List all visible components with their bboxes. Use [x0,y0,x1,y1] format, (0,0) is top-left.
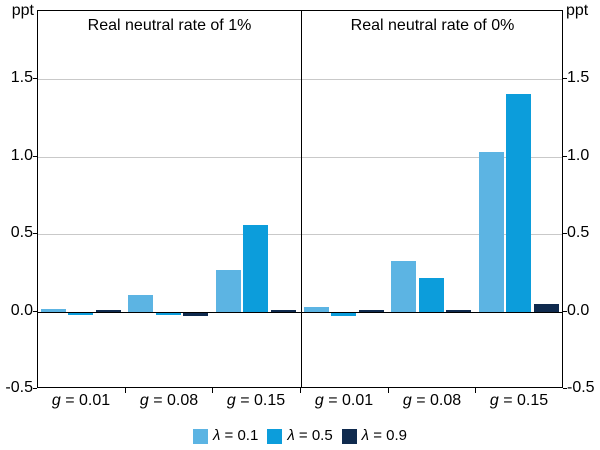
variable-symbol: g [139,392,149,409]
x-category-label: g = 0.01 [314,392,374,409]
plot-area: Real neutral rate of 1% Real neutral rate… [37,10,563,388]
x-category-label: g = 0.08 [402,392,462,409]
bar-g=0.08-λ=0.1 [391,261,416,312]
legend-label: λ = 0.9 [361,427,408,444]
panel-divider [301,11,302,387]
y-axis-unit-right: ppt [566,2,589,19]
bar-g=0.15-λ=0.9 [271,310,296,312]
legend-label: λ = 0.1 [212,427,259,444]
zero-axis-line [38,312,562,313]
y-tick-label-left: 0.5 [10,224,33,241]
bar-g=0.08-λ=0.1 [128,295,153,312]
y-tick-label-left: 1.0 [10,147,33,164]
x-category-label: g = 0.15 [489,392,549,409]
y-tick-label-left: 1.5 [10,69,33,86]
bar-g=0.01-λ=0.1 [41,309,66,312]
x-category-label: g = 0.15 [226,392,286,409]
bar-g=0.01-λ=0.1 [304,307,329,312]
y-tick-mark [563,156,567,157]
y-tick-label-right: 0.0 [567,302,590,319]
y-tick-mark [563,78,567,79]
legend-swatch [192,428,208,444]
x-tick-mark [475,388,476,393]
variable-symbol: g [489,392,499,409]
bar-g=0.15-λ=0.5 [506,94,531,312]
variable-symbol: g [226,392,236,409]
legend-item: λ = 0.1 [192,427,259,445]
y-tick-label-right: 0.5 [567,224,590,241]
bar-g=0.15-λ=0.1 [479,152,504,312]
legend-swatch [267,428,283,444]
bar-g=0.01-λ=0.5 [331,313,356,316]
bar-g=0.08-λ=0.9 [446,310,471,312]
x-tick-mark [212,388,213,393]
y-tick-mark [33,311,37,312]
y-tick-label-left: -0.5 [5,379,33,396]
bar-g=0.08-λ=0.5 [156,313,181,315]
bar-g=0.15-λ=0.9 [534,304,559,312]
legend-label: λ = 0.5 [287,427,333,444]
bar-g=0.15-λ=0.5 [243,225,268,312]
panel-title: Real neutral rate of 0% [350,17,515,34]
panel-title: Real neutral rate of 1% [87,17,252,34]
x-tick-mark [300,388,301,393]
legend: λ = 0.1 λ = 0.5 λ = 0.9 [0,426,600,446]
x-category-label: g = 0.08 [139,392,199,409]
gridline-0.5 [38,234,562,235]
legend-swatch [341,428,357,444]
y-tick-mark [33,388,37,389]
variable-symbol: λ [361,427,370,444]
y-tick-mark [33,78,37,79]
variable-symbol: λ [212,427,221,444]
gridline-1.0 [38,157,562,158]
variable-symbol: g [51,392,61,409]
y-tick-mark [33,156,37,157]
legend-item: λ = 0.9 [341,427,408,445]
bar-g=0.08-λ=0.9 [183,313,208,316]
bar-g=0.01-λ=0.5 [68,313,93,315]
gridline-1.5 [38,79,562,80]
y-tick-label-right: 1.0 [567,147,590,164]
y-tick-mark [563,311,567,312]
y-axis-unit-left: ppt [11,2,34,19]
bar-g=0.08-λ=0.5 [419,278,444,312]
variable-symbol: g [402,392,412,409]
y-tick-label-right: 1.5 [567,69,590,86]
legend-item: λ = 0.5 [267,427,333,445]
x-tick-mark [388,388,389,393]
y-tick-label-left: 0.0 [10,302,33,319]
x-category-label: g = 0.01 [51,392,111,409]
variable-symbol: g [314,392,324,409]
y-tick-mark [563,233,567,234]
y-tick-mark [33,233,37,234]
x-tick-mark [125,388,126,393]
bar-g=0.15-λ=0.1 [216,270,241,312]
bar-g=0.01-λ=0.9 [359,310,384,312]
bar-g=0.01-λ=0.9 [96,310,121,312]
y-tick-mark [563,388,567,389]
y-tick-label-right: -0.5 [567,379,595,396]
variable-symbol: λ [287,427,295,444]
